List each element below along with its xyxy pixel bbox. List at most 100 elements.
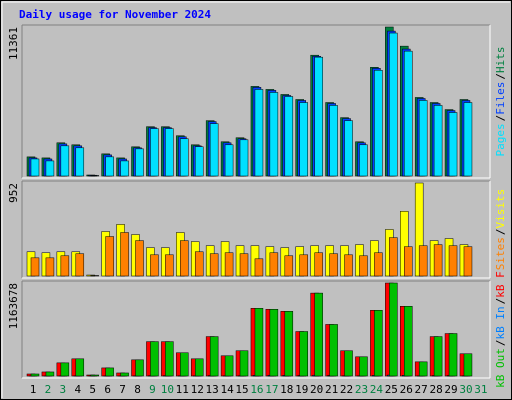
x-tick-label: 23 — [355, 383, 368, 396]
bar — [314, 252, 323, 277]
bar — [180, 138, 189, 177]
bar — [448, 112, 458, 177]
x-tick-label: 10 — [161, 383, 174, 396]
x-tick-label: 8 — [134, 383, 141, 396]
legend-separator: / — [494, 73, 507, 80]
bar — [463, 353, 473, 377]
bar — [194, 358, 204, 377]
bar — [269, 309, 279, 377]
bar — [224, 355, 234, 377]
bar — [239, 139, 249, 177]
x-tick-label: 5 — [89, 383, 96, 396]
x-tick-label: 9 — [149, 383, 156, 396]
bar — [299, 254, 308, 277]
bar — [45, 371, 55, 377]
bar — [374, 70, 383, 177]
x-tick-label: 24 — [370, 383, 384, 396]
bar — [209, 336, 219, 377]
bar — [224, 144, 234, 177]
legend-separator: / — [494, 298, 507, 305]
bar — [269, 92, 279, 177]
bar — [344, 254, 353, 277]
bar — [254, 258, 264, 277]
bar — [180, 240, 189, 277]
x-tick-label: 16 — [250, 383, 263, 396]
bar — [90, 374, 99, 377]
bar — [418, 100, 428, 177]
bar — [135, 359, 144, 377]
bar — [418, 361, 428, 377]
bar — [105, 236, 114, 277]
legend-entry: Visits — [494, 189, 507, 229]
bar — [284, 96, 294, 177]
bar — [90, 175, 99, 177]
bar — [433, 105, 443, 177]
bar — [404, 246, 413, 277]
bar — [209, 253, 219, 277]
legend-separator: / — [494, 115, 507, 122]
legend-separator: / — [494, 229, 507, 236]
x-tick-label: 26 — [400, 383, 413, 396]
x-tick-label: 2 — [45, 383, 52, 396]
bar — [75, 253, 85, 277]
bar — [344, 350, 353, 377]
x-tick-label: 7 — [119, 383, 126, 396]
legend-entry: Files — [494, 82, 507, 115]
x-tick-label: 17 — [265, 383, 278, 396]
bar — [60, 145, 70, 177]
x-tick-label: 4 — [74, 383, 81, 396]
bar — [150, 254, 159, 277]
legend-entry: Sites — [494, 237, 507, 270]
bar — [120, 372, 129, 377]
x-tick-label: 18 — [280, 383, 293, 396]
bar — [120, 232, 129, 277]
bar — [209, 123, 219, 177]
bar — [404, 306, 413, 377]
x-tick-label: 14 — [220, 383, 234, 396]
bar — [329, 253, 338, 277]
bar — [314, 56, 323, 177]
bar — [239, 350, 249, 377]
bar — [135, 240, 144, 277]
bar — [180, 352, 189, 377]
bar — [284, 311, 294, 377]
bar — [314, 292, 323, 377]
y-tick-label: 1163678 — [7, 283, 20, 329]
bar — [254, 308, 264, 377]
bar — [404, 50, 413, 177]
y-tick-label: 952 — [7, 183, 20, 203]
legend: Sites/Visits — [494, 189, 507, 271]
bar — [165, 254, 174, 277]
bar — [45, 257, 55, 277]
x-tick-label: 13 — [206, 383, 219, 396]
x-tick-label: 30 — [459, 383, 472, 396]
bar — [60, 362, 70, 377]
bar — [448, 333, 458, 377]
legend-entry: kB F — [494, 271, 507, 298]
bar — [389, 282, 398, 377]
bar — [269, 252, 279, 277]
bar — [389, 237, 398, 277]
bar — [463, 246, 473, 277]
x-tick-label: 20 — [310, 383, 323, 396]
x-tick-label: 27 — [415, 383, 428, 396]
x-tick-label: 12 — [191, 383, 204, 396]
legend-entry: kB In — [494, 306, 507, 339]
bar — [75, 147, 85, 177]
bar — [165, 341, 174, 377]
bar — [30, 158, 40, 177]
legend-separator: / — [494, 339, 507, 346]
legend-entry: Hits — [494, 47, 507, 74]
legend: Pages/Files/Hits — [494, 47, 507, 157]
legend-entry: kB Out — [494, 348, 507, 388]
legend-entry: Pages — [494, 123, 507, 156]
chart-title: Daily usage for November 2024 — [19, 8, 211, 21]
bar — [433, 244, 443, 277]
bar — [75, 358, 85, 377]
bar — [418, 245, 428, 277]
bar — [463, 102, 473, 177]
bar — [30, 257, 40, 277]
bar — [224, 252, 234, 277]
bar — [299, 102, 308, 177]
